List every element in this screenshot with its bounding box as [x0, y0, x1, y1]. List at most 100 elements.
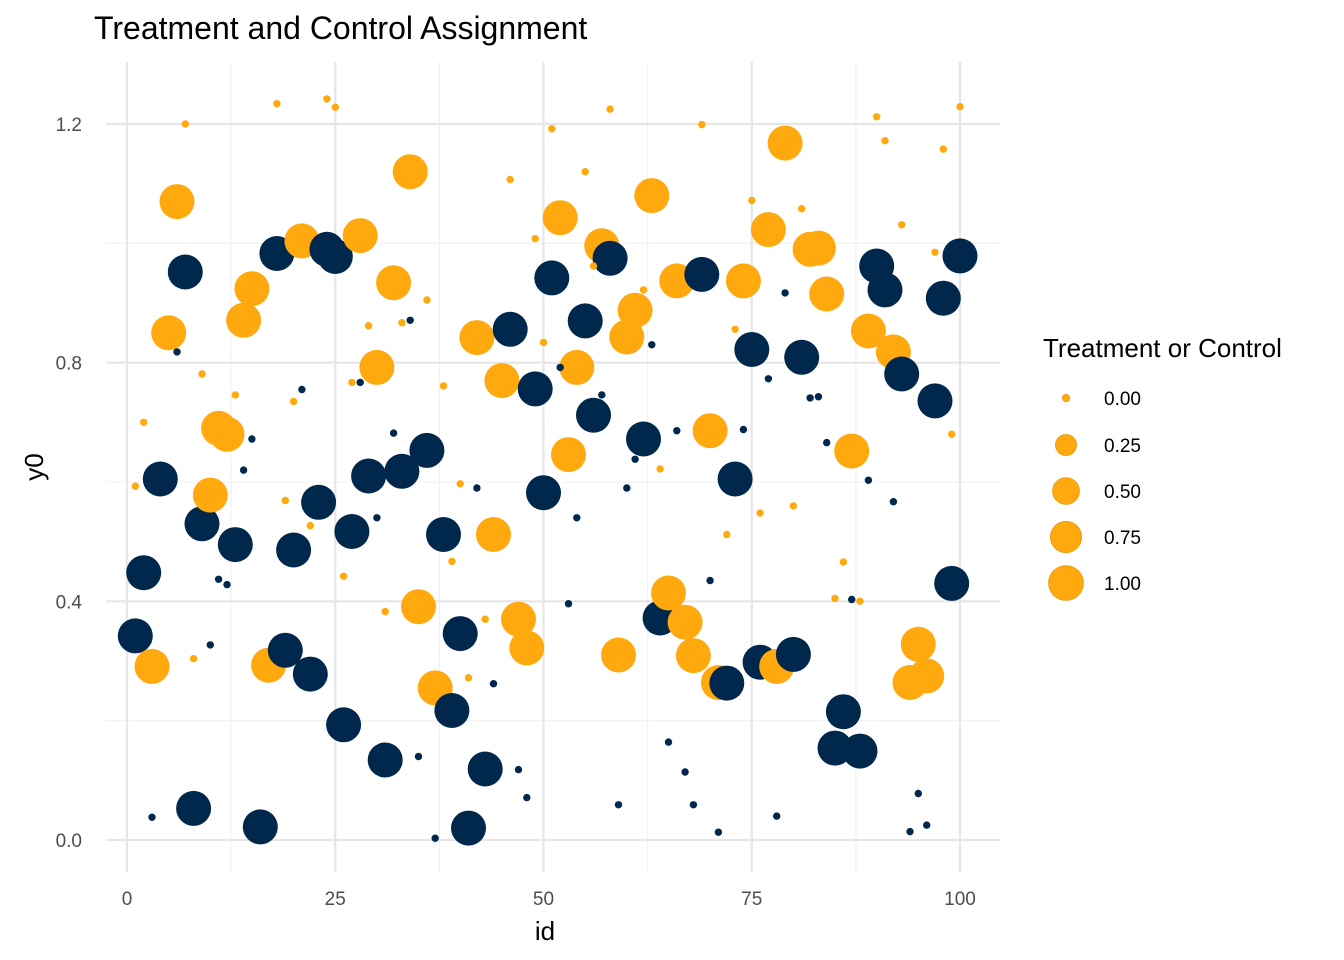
control-point [142, 461, 178, 497]
control-point [534, 260, 570, 296]
treatment-point [359, 349, 395, 385]
treatment-point [342, 218, 378, 254]
treatment-point [392, 154, 428, 190]
legend-label: 0.50 [1104, 482, 1141, 503]
treatment-point [231, 391, 239, 399]
treatment-point [281, 496, 289, 505]
treatment-point [798, 205, 806, 213]
treatment-point [481, 615, 489, 623]
treatment-point [140, 418, 148, 426]
treatment-point [725, 263, 761, 299]
control-point [473, 484, 481, 492]
y-tick-label: 0.4 [56, 592, 83, 613]
control-point [384, 453, 420, 489]
control-point [184, 506, 220, 542]
chart-title: Treatment and Control Assignment [94, 10, 587, 46]
treatment-point [873, 113, 881, 121]
control-point [217, 527, 253, 563]
treatment-point [306, 521, 314, 530]
control-point [784, 339, 820, 375]
legend-label: 0.00 [1104, 389, 1141, 410]
treatment-point [439, 382, 448, 390]
control-point [714, 828, 723, 836]
control-point [242, 809, 278, 845]
treatment-point [159, 184, 195, 220]
control-point [126, 555, 162, 591]
control-point [514, 765, 523, 774]
y-tick-label: 0.8 [56, 354, 82, 375]
treatment-point [748, 196, 756, 205]
treatment-point [401, 589, 436, 625]
control-point [889, 498, 898, 506]
treatment-point [398, 319, 406, 327]
treatment-point [834, 433, 870, 469]
control-point [614, 801, 623, 809]
control-point [884, 356, 920, 392]
treatment-point [209, 416, 245, 452]
control-point [814, 393, 823, 401]
control-point [317, 239, 353, 274]
treatment-point [448, 557, 456, 566]
treatment-point [956, 103, 964, 111]
control-point [825, 694, 861, 730]
treatment-point [898, 221, 906, 229]
legend-label: 0.75 [1104, 528, 1141, 549]
treatment-point [639, 286, 648, 294]
treatment-point [948, 430, 956, 438]
legend-entry: 0.00 [1062, 389, 1141, 410]
control-point [673, 427, 681, 435]
control-point [689, 801, 698, 809]
treatment-point [831, 594, 839, 603]
treatment-point [181, 120, 189, 128]
control-point [923, 821, 931, 829]
treatment-point [339, 572, 348, 580]
control-point [409, 432, 445, 468]
control-point [526, 475, 561, 511]
control-point [451, 810, 486, 846]
control-point [467, 751, 503, 787]
treatment-point [234, 271, 270, 307]
treatment-point [839, 558, 848, 566]
treatment-point [606, 105, 614, 113]
treatment-point [198, 370, 206, 378]
treatment-point [789, 502, 798, 510]
control-point [773, 812, 781, 820]
control-point [239, 466, 248, 474]
treatment-point [767, 125, 803, 161]
control-point [567, 303, 603, 339]
control-point [373, 514, 381, 522]
axes: 0 25 50 75 100 0.0 0.4 0.8 1.2 [56, 115, 976, 910]
control-point [648, 341, 656, 349]
legend-key [1050, 520, 1083, 553]
treatment-point [476, 517, 511, 552]
control-point [556, 363, 564, 372]
treatment-point [131, 482, 139, 490]
control-point [298, 385, 306, 394]
treatment-point [750, 212, 786, 248]
treatment-point [423, 296, 431, 304]
treatment-point [617, 292, 653, 328]
x-axis-title: id [535, 916, 555, 946]
control-point [431, 834, 439, 842]
treatment-point [506, 175, 514, 184]
control-point [631, 455, 639, 463]
control-point [523, 793, 531, 802]
legend: Treatment or Control 0.00 0.25 0.50 0.75 1.0… [1043, 333, 1282, 601]
control-point [739, 425, 748, 434]
control-point [367, 742, 403, 778]
treatment-point [459, 320, 495, 356]
control-point [176, 790, 212, 826]
control-point [717, 461, 753, 497]
legend-key [1048, 565, 1084, 601]
control-point [206, 641, 214, 649]
legend-entry: 0.25 [1055, 434, 1141, 457]
treatment-point [531, 234, 539, 243]
control-point [351, 458, 387, 494]
legend-entry: 0.50 [1052, 477, 1141, 505]
treatment-point [809, 276, 845, 312]
control-point [823, 438, 831, 447]
treatment-point [675, 638, 711, 674]
treatment-point [273, 100, 281, 108]
control-point [167, 254, 203, 290]
treatment-point [509, 630, 545, 666]
